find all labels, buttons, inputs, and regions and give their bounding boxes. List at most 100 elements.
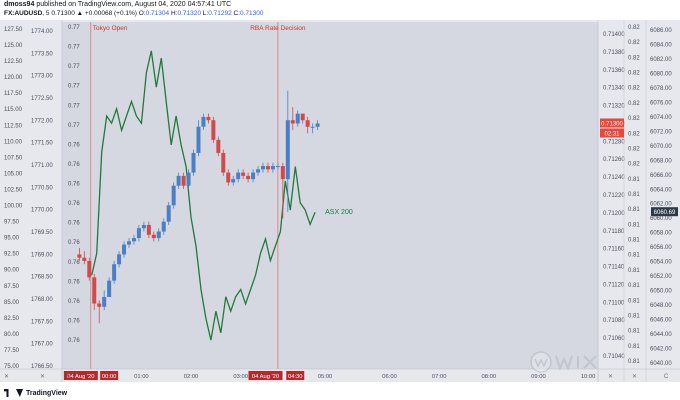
candle-body[interactable] <box>231 179 236 183</box>
candle-body[interactable] <box>275 166 280 168</box>
time-tag <box>286 371 305 380</box>
open-value: 0.71304 <box>145 10 170 17</box>
audusd-axis-tick: 0.71260 <box>603 157 625 163</box>
asx-axis-tick: 6076.00 <box>650 100 672 106</box>
asx-axis-tick: 6062.00 <box>650 202 672 208</box>
watermark-icon <box>530 351 597 373</box>
candle-body[interactable] <box>92 277 97 304</box>
candle-body[interactable] <box>241 172 246 176</box>
asx-axis-tick: 6078.00 <box>650 86 672 92</box>
candle-body[interactable] <box>211 120 216 140</box>
candle-body[interactable] <box>156 231 161 239</box>
far-left-axis-tick: 77.50 <box>4 348 20 354</box>
asx-axis-tick: 6060.00 <box>650 216 672 222</box>
candle-body[interactable] <box>97 303 102 307</box>
plot-area[interactable] <box>62 22 598 369</box>
low-label: L: <box>202 10 209 17</box>
candle-body[interactable] <box>151 234 156 239</box>
audusd-axis-tick: 0.71180 <box>603 229 625 235</box>
event-label-tokyo: Tokyo Open <box>93 25 128 32</box>
candle-body[interactable] <box>265 166 270 170</box>
audusd-axis-tick: 0.71340 <box>603 86 625 92</box>
asx-axis-tick: 6082.00 <box>650 57 672 63</box>
candle-body[interactable] <box>300 113 305 121</box>
candle-body[interactable] <box>206 116 211 121</box>
author-name[interactable]: dmoss94 <box>4 1 35 8</box>
asx-axis-tick: 6058.00 <box>650 231 672 237</box>
candle-body[interactable] <box>256 169 261 173</box>
candle-body[interactable] <box>221 152 226 173</box>
inner-axis-tick: 0.76 <box>68 338 80 344</box>
candle-body[interactable] <box>117 254 122 265</box>
candle-body[interactable] <box>280 166 285 180</box>
x-icon: ✕ <box>4 374 9 380</box>
far-left-axis-tick: 110.00 <box>4 139 23 145</box>
candle-body[interactable] <box>146 224 151 235</box>
inner-axis-tick: 0.76 <box>68 221 80 227</box>
time-axis-label: 07:00 <box>432 374 447 380</box>
asx-axis-tick: 6084.00 <box>650 42 672 48</box>
far-left-axis-tick: 107.50 <box>4 155 23 161</box>
candle-body[interactable] <box>161 221 166 232</box>
candle-body[interactable] <box>171 185 176 206</box>
candle-body[interactable] <box>295 113 300 124</box>
audusd-axis-tick: 0.71120 <box>603 282 625 288</box>
candle-body[interactable] <box>181 175 186 186</box>
asx-axis-tick: 6070.00 <box>650 144 672 150</box>
left-axis-tick: 1773.00 <box>31 74 53 80</box>
tradingview-logo[interactable]: TradingView <box>4 387 74 399</box>
candle-body[interactable] <box>141 224 146 229</box>
inner-axis-tick: 0.77 <box>68 64 80 70</box>
time-axis-label: 06:00 <box>382 374 397 380</box>
candle-body[interactable] <box>201 116 206 127</box>
candle-body[interactable] <box>226 172 231 183</box>
candle-body[interactable] <box>77 254 82 258</box>
audusd-axis-tick: 0.71140 <box>603 265 625 271</box>
candle-body[interactable] <box>196 126 201 153</box>
x-icon: ✕ <box>632 374 637 380</box>
candle-body[interactable] <box>127 241 131 245</box>
candle-body[interactable] <box>82 257 87 261</box>
candle-body[interactable] <box>176 175 181 186</box>
asx200-line[interactable] <box>91 50 316 341</box>
candle-body[interactable] <box>87 260 92 278</box>
time-axis-label: 02:00 <box>184 374 199 380</box>
candle-body[interactable] <box>315 123 320 127</box>
symbol-name[interactable]: FX:AUDUSD <box>4 10 43 17</box>
far-left-axis-tick: 85.00 <box>4 300 20 306</box>
candle-body[interactable] <box>131 238 136 242</box>
candle-body[interactable] <box>112 264 117 281</box>
candle-body[interactable] <box>122 244 127 255</box>
candle-body[interactable] <box>290 120 295 124</box>
far-left-axis-tick: 112.50 <box>4 123 23 129</box>
candle-body[interactable] <box>186 172 191 186</box>
asx-axis-tick: 6048.00 <box>650 303 672 309</box>
x-icon: ✕ <box>40 374 45 380</box>
inner-axis-tick: 0.77 <box>68 123 80 129</box>
open-label: O: <box>138 10 146 17</box>
candle-body[interactable] <box>310 126 315 128</box>
tradingview-logo-text: TradingView <box>26 389 68 397</box>
time-tag-text: 00:00 <box>102 374 117 380</box>
inner-axis-tick: 0.76 <box>68 162 80 168</box>
candle-body[interactable] <box>305 120 310 127</box>
time-tag-text: 04:30 <box>288 374 303 380</box>
candle-body[interactable] <box>285 120 290 180</box>
candle-body[interactable] <box>166 205 171 222</box>
tv-mark-icon <box>4 389 9 397</box>
far-left-axis-tick: 92.50 <box>4 252 20 258</box>
candle-body[interactable] <box>251 172 256 180</box>
candle-body[interactable] <box>136 228 141 239</box>
candle-body[interactable] <box>270 166 275 170</box>
candle-body[interactable] <box>102 296 107 307</box>
candle-body[interactable] <box>107 280 112 297</box>
chart-canvas[interactable]: 127.50 125.00 122.50 120.00 117.50 115.00 112.… <box>0 20 680 386</box>
candle-body[interactable] <box>216 139 221 153</box>
time-tag-text: 04 Aug '20 <box>67 374 94 380</box>
mid-axis-tick: 0.81 <box>628 238 640 244</box>
time-tag <box>100 371 119 380</box>
candle-body[interactable] <box>236 172 241 180</box>
candle-body[interactable] <box>246 175 251 180</box>
candle-body[interactable] <box>191 152 196 173</box>
candle-body[interactable] <box>261 166 265 170</box>
